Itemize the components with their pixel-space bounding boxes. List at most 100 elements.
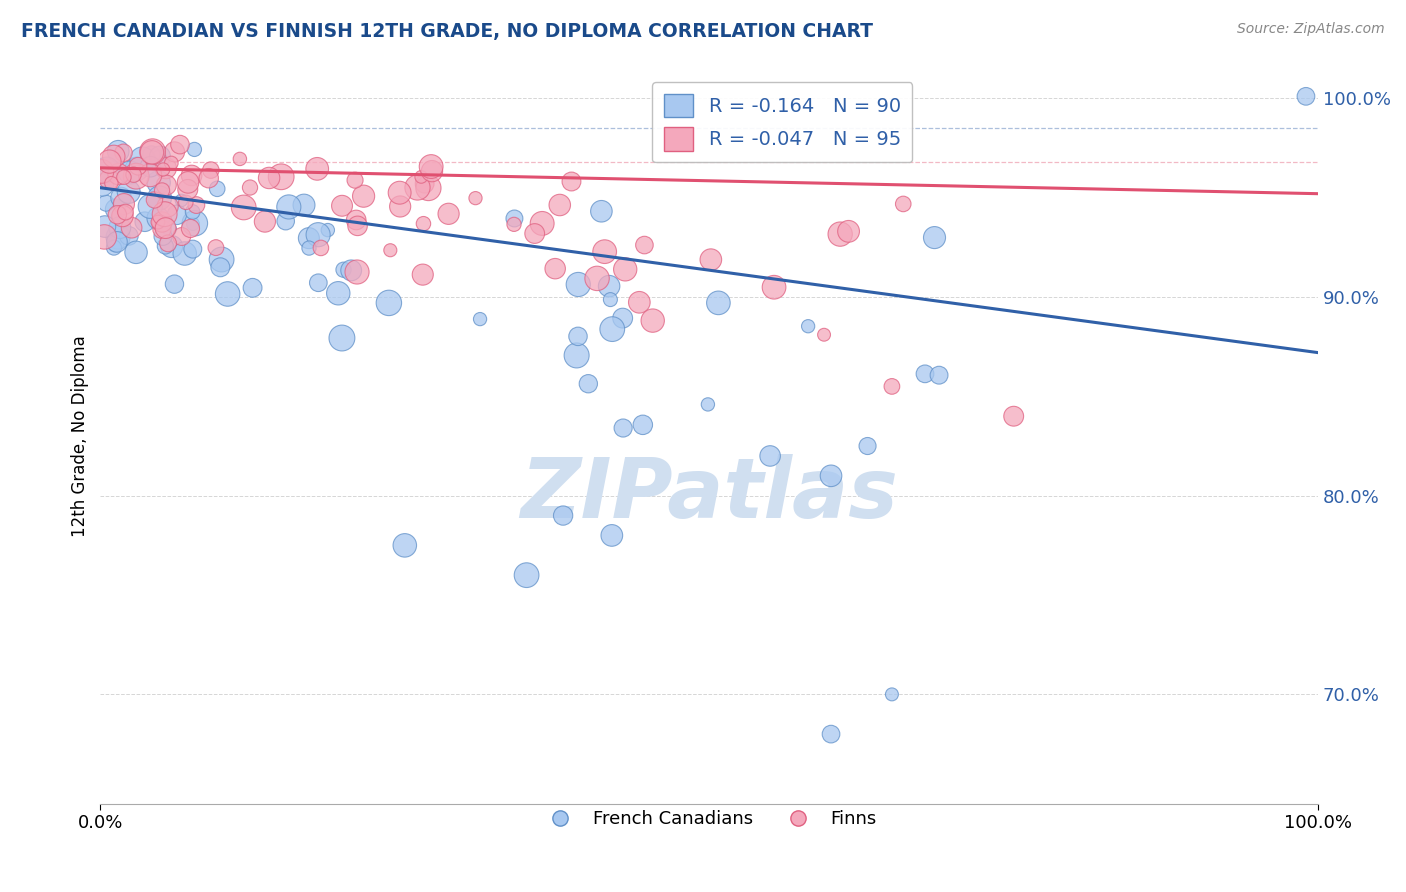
Point [257,171,280,186]
Point [388,186,411,200]
Point [149,149,172,163]
Point [696,397,718,411]
Point [412,268,434,282]
Point [330,199,353,213]
Point [184,216,207,230]
Point [163,145,186,159]
Point [104,236,127,251]
Point [114,205,136,219]
Point [177,175,200,189]
Point [112,197,135,211]
Point [420,164,443,178]
Point [307,276,329,290]
Point [160,156,183,170]
Point [155,161,177,176]
Point [211,252,233,267]
Point [565,348,588,362]
Point [148,176,170,190]
Point [155,221,177,235]
Point [1002,409,1025,424]
Point [197,171,219,186]
Point [437,207,460,221]
Point [94,196,117,211]
Point [523,227,546,241]
Point [914,367,936,381]
Point [139,160,162,174]
Point [107,145,129,159]
Point [110,190,132,204]
Point [157,236,180,251]
Point [118,165,141,179]
Point [298,241,321,255]
Point [139,168,162,182]
Point [91,178,114,192]
Point [112,170,135,185]
Point [134,215,156,229]
Point [700,252,723,267]
Point [332,262,354,277]
Point [152,229,174,244]
Point [103,149,125,163]
Point [394,538,416,552]
Point [1295,89,1317,103]
Point [560,174,582,188]
Point [131,153,153,167]
Y-axis label: 12th Grade, No Diploma: 12th Grade, No Diploma [72,335,89,537]
Point [125,245,148,260]
Point [217,287,239,301]
Point [105,235,128,249]
Point [468,312,491,326]
Point [328,286,350,301]
Point [576,376,599,391]
Point [516,568,538,582]
Point [143,193,166,207]
Point [156,199,179,213]
Point [181,242,204,256]
Point [253,214,276,228]
Point [98,172,121,186]
Point [160,239,183,253]
Point [600,528,623,542]
Point [544,261,567,276]
Point [150,215,173,229]
Point [107,167,129,181]
Point [586,271,609,285]
Point [830,227,852,241]
Point [591,204,613,219]
Point [612,311,634,326]
Point [599,293,621,307]
Point [531,216,554,230]
Point [127,159,149,173]
Point [105,208,128,222]
Point [150,183,173,197]
Point [378,296,401,310]
Point [166,208,188,222]
Point [107,230,129,244]
Point [125,161,148,176]
Point [309,241,332,255]
Point [420,160,443,174]
Point [173,246,195,260]
Point [179,221,201,235]
Point [598,279,620,293]
Point [880,687,903,701]
Point [94,219,117,234]
Point [464,191,486,205]
Point [380,244,402,258]
Point [112,145,135,160]
Point [148,151,170,165]
Point [412,217,434,231]
Point [174,195,197,210]
Point [411,169,433,184]
Point [169,137,191,152]
Text: Source: ZipAtlas.com: Source: ZipAtlas.com [1237,22,1385,37]
Point [207,182,229,196]
Point [593,244,616,259]
Point [307,227,329,242]
Point [232,201,254,215]
Point [307,161,329,176]
Point [340,263,363,277]
Point [141,147,163,161]
Point [838,224,860,238]
Point [707,296,730,310]
